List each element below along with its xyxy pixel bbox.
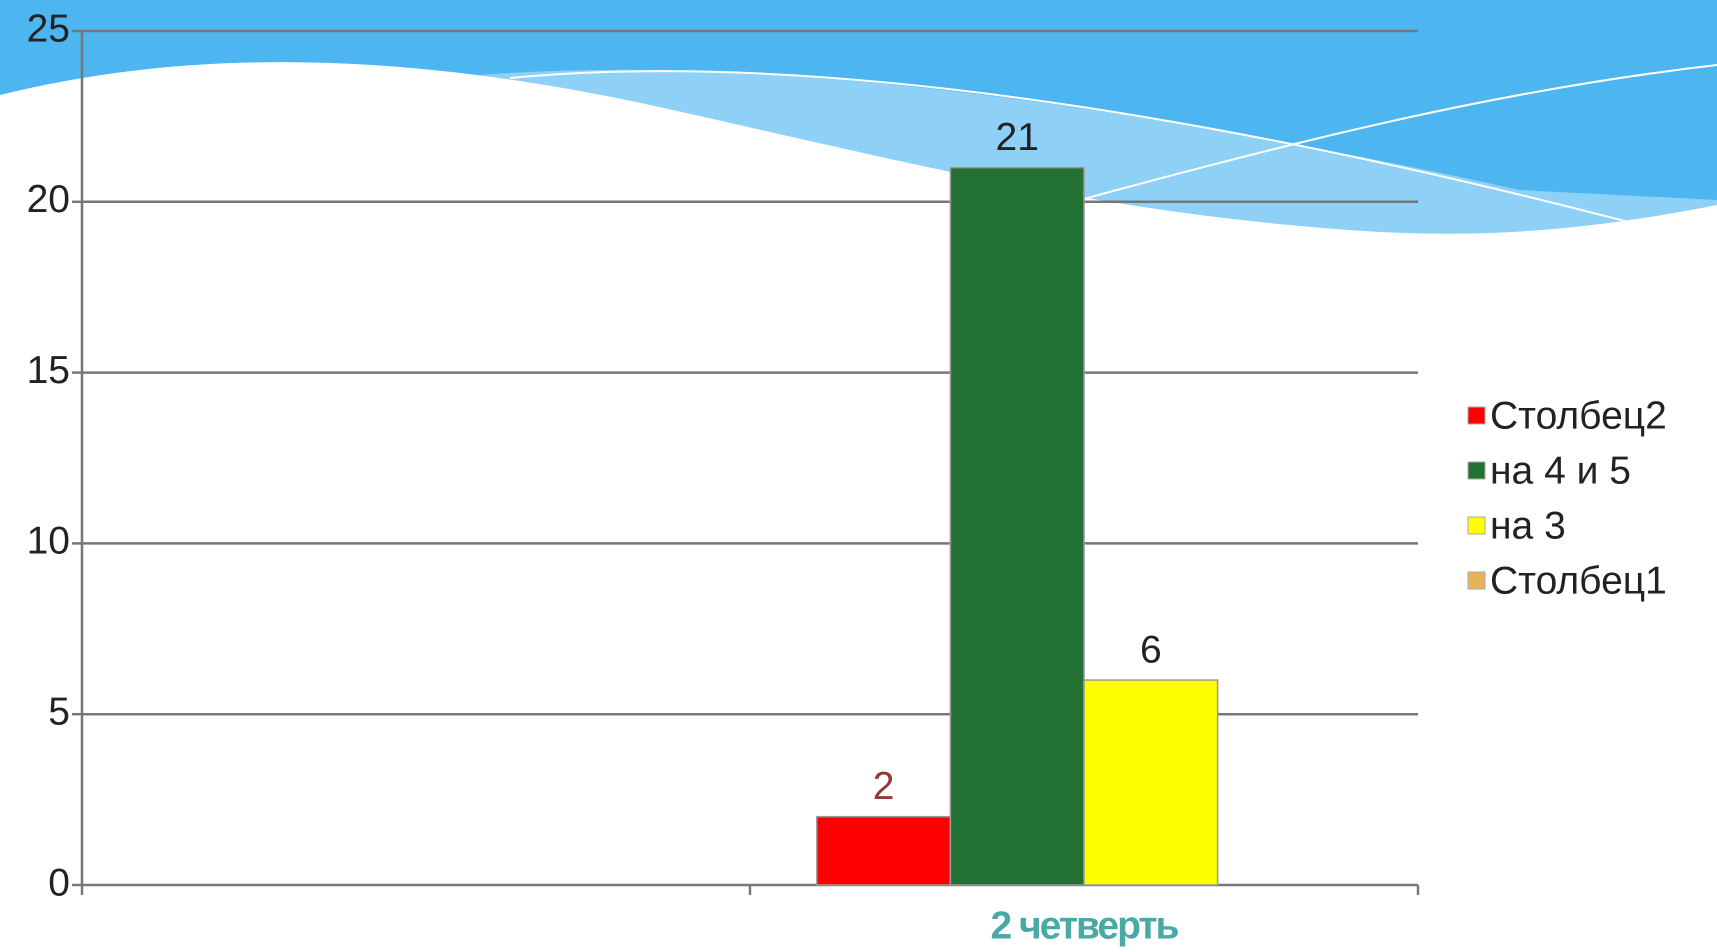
legend-label: на 3 [1490, 504, 1566, 547]
legend-label: Столбец1 [1490, 559, 1667, 602]
legend-label: на 4 и 5 [1490, 449, 1631, 492]
value-label: 2 [873, 765, 895, 808]
y-tick-label: 15 [27, 349, 70, 392]
background-waves [0, 0, 1717, 952]
value-label: 21 [996, 116, 1039, 159]
bar [950, 168, 1084, 885]
legend-label: Столбец2 [1490, 394, 1667, 437]
legend-swatch [1468, 517, 1485, 534]
legend-swatch [1468, 462, 1485, 479]
y-tick-label: 10 [27, 520, 70, 563]
x-tick-label: 2 четверть [991, 904, 1179, 947]
bar [817, 817, 951, 885]
legend-swatch [1468, 407, 1485, 424]
bar [1084, 680, 1218, 885]
y-tick-label: 5 [48, 690, 70, 733]
y-tick-label: 0 [48, 861, 70, 904]
chart: 0 5 10 15 20 25 2 четверть 2 21 6 Столбец2 на 4 и 5… [0, 0, 1717, 952]
legend-swatch [1468, 572, 1485, 589]
y-tick-label: 25 [27, 7, 70, 50]
value-label: 6 [1140, 628, 1162, 671]
y-tick-label: 20 [27, 178, 70, 221]
